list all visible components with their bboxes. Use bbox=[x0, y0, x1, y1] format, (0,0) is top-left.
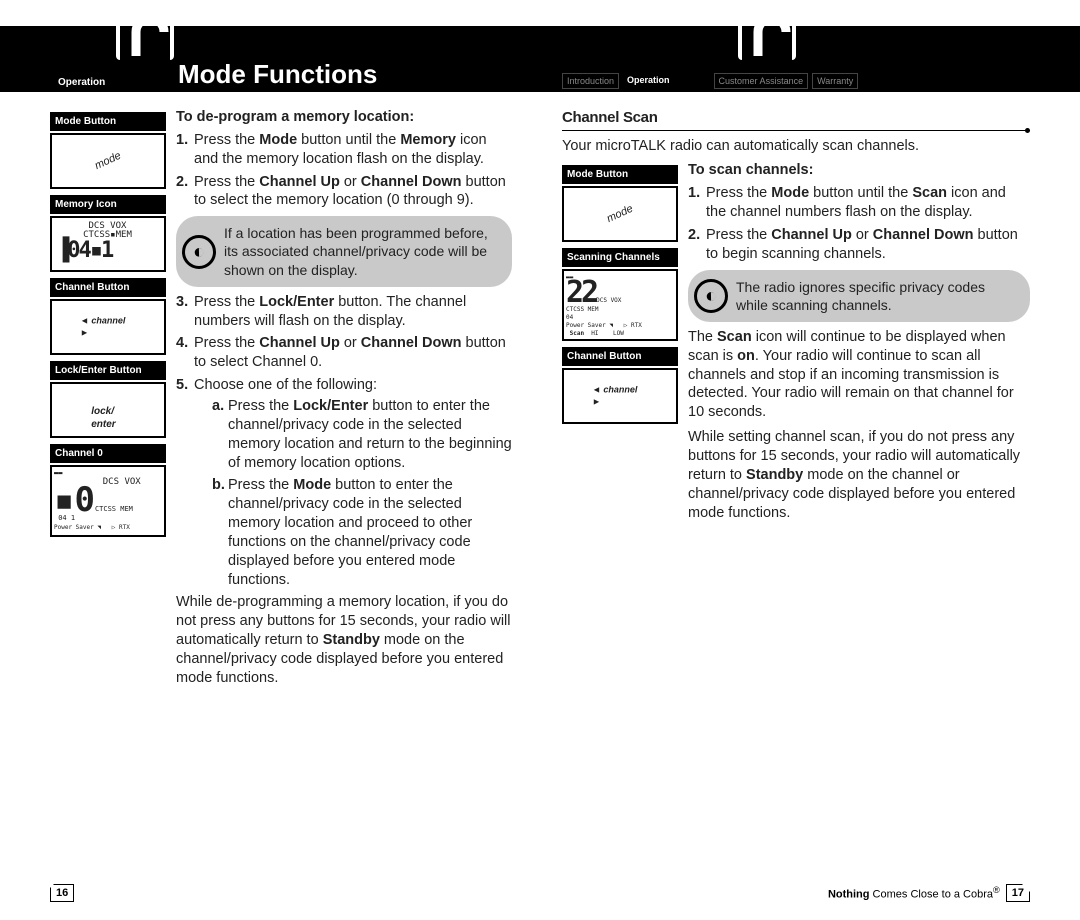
side-label: Scanning Channels bbox=[562, 248, 678, 267]
step-item: 4. Press the Channel Up or Channel Down … bbox=[176, 334, 512, 372]
side-label: Lock/Enter Button bbox=[50, 361, 166, 380]
memory-icon-illustration: DCS VOX CTCSS▪MEM▐04▪1 bbox=[50, 216, 166, 272]
left-page: Operation Mode Functions Mode Button Mem… bbox=[0, 0, 540, 920]
left-footer: 16 bbox=[50, 884, 74, 902]
info-icon: ◐ bbox=[182, 235, 216, 269]
side-label: Channel Button bbox=[50, 278, 166, 297]
side-label: Channel 0 bbox=[50, 444, 166, 463]
page-spread: Operation Mode Functions Mode Button Mem… bbox=[0, 0, 1080, 920]
section-rule bbox=[562, 130, 1030, 131]
step-list: 1. Press the Mode button until the Memor… bbox=[176, 131, 512, 210]
paragraph: The Scan icon will continue to be displa… bbox=[688, 328, 1030, 422]
channel-button-illustration bbox=[50, 299, 166, 355]
note-callout: ◐ The radio ignores specific privacy cod… bbox=[688, 270, 1030, 322]
subheading: To de-program a memory location: bbox=[176, 108, 512, 127]
channel-0-illustration: ▬▬ DCS VOX▪0CTCSS MEM 04 1Power Saver ◥ … bbox=[50, 465, 166, 537]
step-item: 2. Press the Channel Up or Channel Down … bbox=[176, 173, 512, 211]
footer-slogan: Nothing Comes Close to a Cobra® bbox=[828, 885, 1000, 901]
step-item: 1. Press the Mode button until the Scan … bbox=[688, 184, 1030, 222]
step-item: 5. Choose one of the following: a. Press… bbox=[176, 376, 512, 589]
mode-button-illustration bbox=[50, 133, 166, 189]
paragraph: While setting channel scan, if you do no… bbox=[688, 428, 1030, 522]
section-title: Channel Scan bbox=[562, 108, 1030, 128]
tab-introduction: Introduction bbox=[562, 73, 619, 89]
left-main-column: To de-program a memory location: 1. Pres… bbox=[176, 108, 512, 688]
lock-enter-illustration bbox=[50, 382, 166, 438]
substep-item: b. Press the Mode button to enter the ch… bbox=[212, 476, 512, 589]
tab-customer-assistance: Customer Assistance bbox=[714, 73, 809, 89]
substep-item: a. Press the Lock/Enter button to enter … bbox=[212, 397, 512, 472]
side-label: Mode Button bbox=[50, 112, 166, 131]
step-item: 2. Press the Channel Up or Channel Down … bbox=[688, 226, 1030, 264]
step-list: 1. Press the Mode button until the Scan … bbox=[688, 184, 1030, 263]
closing-paragraph: While de-programming a memory location, … bbox=[176, 593, 512, 687]
step-item: 3. Press the Lock/Enter button. The chan… bbox=[176, 293, 512, 331]
right-footer: Nothing Comes Close to a Cobra® 17 bbox=[828, 884, 1030, 902]
left-sidebar: Mode Button Memory Icon DCS VOX CTCSS▪ME… bbox=[50, 108, 166, 688]
right-main-column: To scan channels: 1. Press the Mode butt… bbox=[688, 161, 1030, 522]
subheading: To scan channels: bbox=[688, 161, 1030, 180]
step-list: 3. Press the Lock/Enter button. The chan… bbox=[176, 293, 512, 590]
right-content: Channel Scan Your microTALK radio can au… bbox=[540, 100, 1080, 860]
left-header: Operation Mode Functions bbox=[0, 26, 540, 92]
operation-tab: Operation bbox=[58, 77, 105, 88]
right-header: Introduction Operation Customer Assistan… bbox=[540, 26, 1080, 92]
tab-operation: Operation bbox=[623, 73, 710, 89]
step-item: 1. Press the Mode button until the Memor… bbox=[176, 131, 512, 169]
page-number: 17 bbox=[1006, 884, 1030, 902]
mode-button-illustration bbox=[562, 186, 678, 242]
tab-warranty: Warranty bbox=[812, 73, 858, 89]
right-sidebar: Mode Button Scanning Channels ▬▬ 22DCS V… bbox=[562, 161, 678, 522]
side-label: Channel Button bbox=[562, 347, 678, 366]
intro-text: Your microTALK radio can automatically s… bbox=[562, 137, 1030, 156]
breadcrumb-tabs: Introduction Operation Customer Assistan… bbox=[562, 73, 858, 89]
side-label: Memory Icon bbox=[50, 195, 166, 214]
channel-button-illustration bbox=[562, 368, 678, 424]
right-page: Introduction Operation Customer Assistan… bbox=[540, 0, 1080, 920]
cobra-ornament-icon bbox=[116, 2, 174, 60]
side-label: Mode Button bbox=[562, 165, 678, 184]
left-content: Mode Button Memory Icon DCS VOX CTCSS▪ME… bbox=[0, 100, 540, 860]
cobra-ornament-icon bbox=[738, 2, 796, 60]
page-number: 16 bbox=[50, 884, 74, 902]
info-icon: ◐ bbox=[694, 279, 728, 313]
page-title: Mode Functions bbox=[178, 59, 377, 90]
note-callout: ◐ If a location has been programmed befo… bbox=[176, 216, 512, 287]
substep-list: a. Press the Lock/Enter button to enter … bbox=[194, 397, 512, 589]
scanning-illustration: ▬▬ 22DCS VOXCTCSS MEM04Power Saver ◥ ▷ R… bbox=[562, 269, 678, 341]
